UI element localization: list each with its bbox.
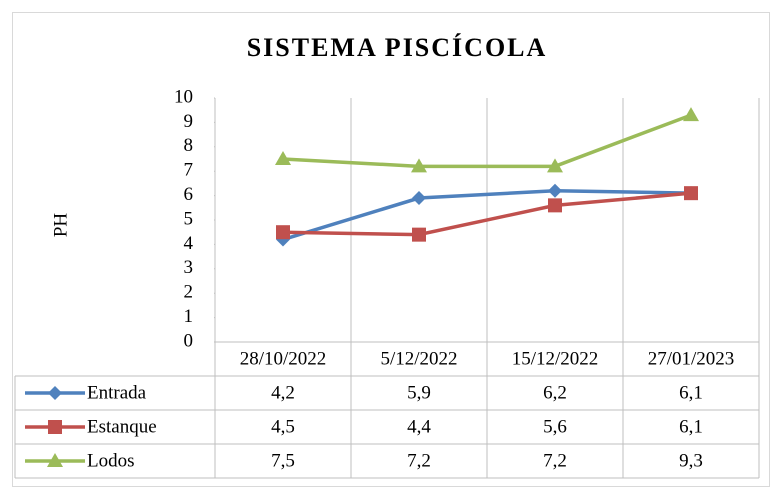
marker: [548, 198, 562, 213]
marker: [275, 151, 291, 165]
marker: [411, 158, 427, 173]
legend-label: Estanque: [87, 416, 157, 437]
marker: [548, 183, 562, 198]
legend-marker: [48, 386, 62, 400]
marker: [412, 227, 426, 242]
legend-label: Entrada: [87, 382, 147, 403]
y-tick-label: 1: [184, 306, 194, 327]
table-value: 7,5: [271, 450, 295, 471]
table-value: 4,5: [271, 416, 295, 437]
marker: [684, 186, 698, 201]
table-value: 6,1: [679, 416, 703, 437]
legend-marker: [48, 420, 62, 434]
y-tick-label: 3: [184, 257, 194, 278]
legend-label: Lodos: [87, 450, 135, 471]
y-tick-label: 0: [184, 330, 194, 351]
chart-title: SISTEMA PISCÍCOLA: [247, 33, 548, 62]
y-tick-label: 4: [184, 233, 194, 254]
y-axis-title: PH: [50, 213, 71, 238]
series-line: [282, 191, 692, 237]
y-tick-label: 2: [184, 282, 194, 303]
y-tick-label: 9: [184, 111, 194, 132]
series-line: [282, 188, 692, 242]
y-tick-label: 7: [184, 160, 194, 181]
x-tick-label: 28/10/2022: [240, 348, 327, 369]
table-value: 5,6: [543, 416, 567, 437]
y-tick-label: 5: [184, 208, 194, 229]
table-value: 7,2: [407, 450, 431, 471]
y-tick-label: 8: [184, 135, 194, 156]
table-value: 9,3: [679, 450, 703, 471]
x-tick-label: 5/12/2022: [380, 348, 457, 369]
marker: [412, 191, 426, 206]
table-value: 5,9: [407, 382, 431, 403]
table-value: 4,2: [271, 382, 295, 403]
y-tick-label: 6: [184, 184, 194, 205]
y-tick-label: 10: [174, 86, 193, 107]
x-tick-label: 15/12/2022: [512, 348, 599, 369]
chart-border: [12, 12, 770, 487]
table-value: 6,2: [543, 382, 567, 403]
table-value: 7,2: [543, 450, 567, 471]
legend-marker: [47, 453, 63, 467]
x-tick-label: 27/01/2023: [648, 348, 735, 369]
marker: [547, 158, 563, 173]
marker: [683, 107, 699, 122]
series-line: [282, 113, 692, 169]
table-value: 4,4: [407, 416, 431, 437]
table-value: 6,1: [679, 382, 703, 403]
marker: [276, 225, 290, 240]
